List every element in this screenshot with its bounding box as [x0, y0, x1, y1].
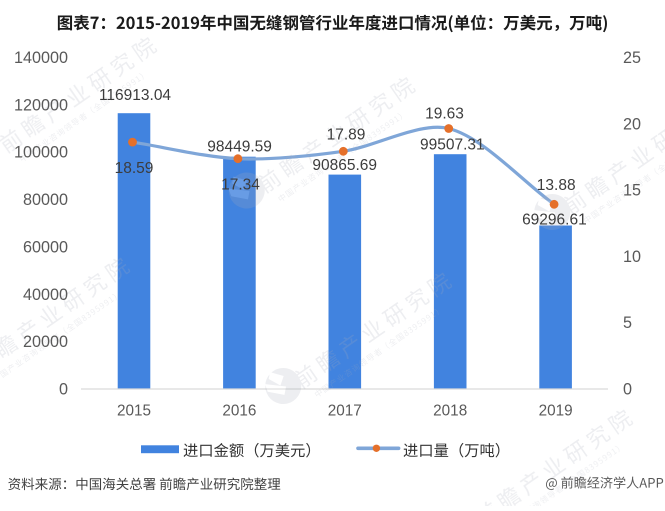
svg-text:120000: 120000: [14, 96, 68, 114]
svg-text:19.63: 19.63: [425, 106, 464, 123]
svg-text:20000: 20000: [23, 333, 68, 351]
svg-text:98449.59: 98449.59: [207, 139, 272, 156]
svg-text:13.88: 13.88: [537, 177, 576, 194]
svg-text:100000: 100000: [14, 144, 68, 162]
svg-text:2018: 2018: [433, 403, 467, 420]
svg-text:17.34: 17.34: [221, 177, 260, 194]
svg-text:0: 0: [623, 381, 632, 399]
svg-text:69296.61: 69296.61: [522, 212, 587, 229]
svg-text:2016: 2016: [222, 403, 256, 420]
svg-text:18.59: 18.59: [115, 160, 154, 177]
svg-text:10: 10: [623, 248, 641, 266]
svg-text:0: 0: [59, 380, 68, 398]
svg-text:5: 5: [623, 314, 632, 332]
svg-text:99507.31: 99507.31: [420, 137, 485, 154]
svg-text:15: 15: [623, 182, 641, 200]
svg-text:17.89: 17.89: [327, 126, 366, 143]
svg-text:80000: 80000: [23, 191, 68, 209]
svg-text:25: 25: [623, 49, 641, 67]
svg-text:2019: 2019: [539, 403, 573, 420]
svg-text:140000: 140000: [14, 49, 68, 67]
svg-text:40000: 40000: [23, 286, 68, 304]
svg-text:90865.69: 90865.69: [312, 157, 377, 174]
svg-text:20: 20: [623, 115, 641, 133]
svg-text:116913.04: 116913.04: [99, 87, 171, 104]
svg-text:60000: 60000: [23, 238, 68, 256]
svg-text:2017: 2017: [328, 403, 362, 420]
svg-text:2015: 2015: [117, 403, 151, 420]
